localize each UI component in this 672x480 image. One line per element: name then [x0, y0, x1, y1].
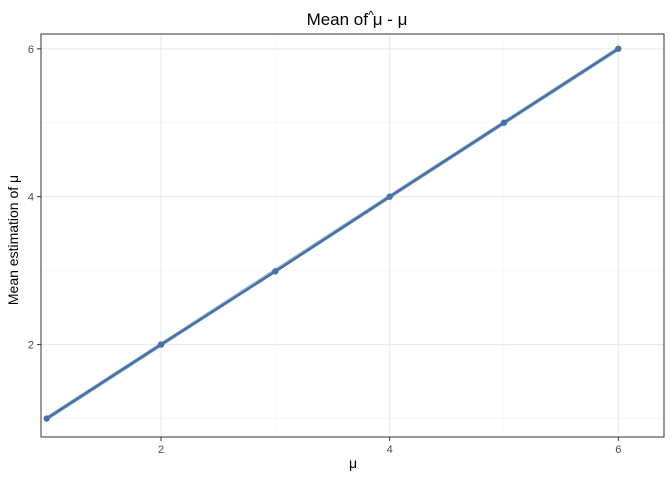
y-tick-label: 4	[28, 192, 34, 204]
panel-border	[40, 33, 665, 438]
chart-title-hat: ^	[368, 8, 374, 22]
minor-gridlines	[41, 34, 664, 437]
x-tick-label: 2	[158, 444, 164, 456]
series-line	[45, 47, 620, 420]
x-tick-label: 4	[387, 444, 393, 456]
data-point	[615, 45, 622, 52]
y-tick-label: 6	[28, 44, 34, 56]
x-axis-title: μ	[349, 455, 357, 471]
y-tick-label: 2	[28, 340, 34, 352]
chart-title-symbol: μ	[373, 10, 383, 29]
series-layer	[43, 45, 622, 422]
data-point	[157, 341, 165, 348]
data-point	[272, 268, 279, 275]
chart-title-suffix: - μ	[383, 10, 408, 29]
major-gridlines	[41, 34, 664, 437]
data-point	[43, 415, 50, 422]
chart-title: Mean of μ - μ	[307, 10, 408, 29]
x-tick-label: 6	[615, 444, 621, 456]
y-axis: 2 4 6	[28, 44, 41, 352]
x-axis: 2 4 6	[158, 437, 621, 456]
data-point	[386, 193, 393, 200]
chart-title-prefix: Mean of	[307, 10, 373, 29]
y-axis-title: Mean estimation of μ	[5, 175, 21, 305]
data-point	[500, 119, 508, 126]
